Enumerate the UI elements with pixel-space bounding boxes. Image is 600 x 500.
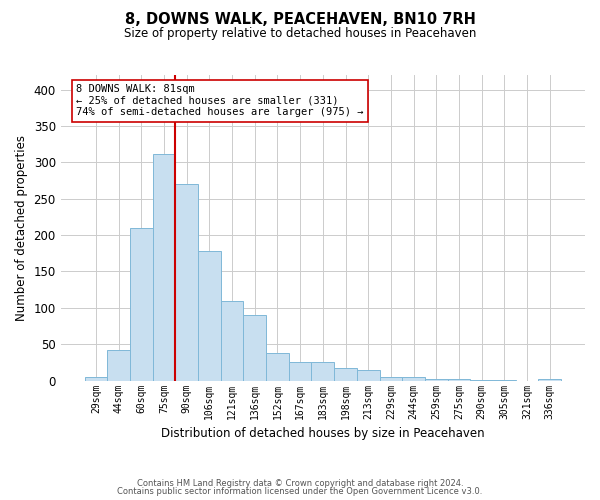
Text: Contains HM Land Registry data © Crown copyright and database right 2024.: Contains HM Land Registry data © Crown c… [137, 478, 463, 488]
X-axis label: Distribution of detached houses by size in Peacehaven: Distribution of detached houses by size … [161, 427, 485, 440]
Bar [402, 377, 425, 380]
Bar [221, 300, 244, 380]
Bar [107, 350, 130, 380]
Bar [334, 368, 357, 380]
Bar [357, 370, 380, 380]
Text: Contains public sector information licensed under the Open Government Licence v3: Contains public sector information licen… [118, 487, 482, 496]
Bar [85, 377, 107, 380]
Bar [311, 362, 334, 380]
Bar [289, 362, 311, 380]
Bar [448, 379, 470, 380]
Bar [175, 184, 198, 380]
Bar [152, 154, 175, 380]
Bar [380, 377, 402, 380]
Text: 8 DOWNS WALK: 81sqm
← 25% of detached houses are smaller (331)
74% of semi-detac: 8 DOWNS WALK: 81sqm ← 25% of detached ho… [76, 84, 364, 117]
Text: 8, DOWNS WALK, PEACEHAVEN, BN10 7RH: 8, DOWNS WALK, PEACEHAVEN, BN10 7RH [125, 12, 475, 28]
Bar [198, 251, 221, 380]
Bar [266, 353, 289, 380]
Bar [244, 315, 266, 380]
Bar [538, 379, 561, 380]
Bar [425, 379, 448, 380]
Y-axis label: Number of detached properties: Number of detached properties [15, 135, 28, 321]
Bar [130, 228, 152, 380]
Text: Size of property relative to detached houses in Peacehaven: Size of property relative to detached ho… [124, 28, 476, 40]
